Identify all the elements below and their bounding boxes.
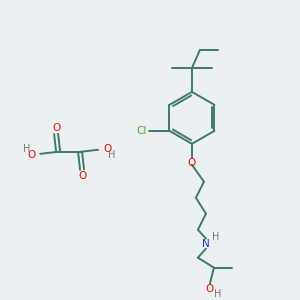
Text: H: H	[108, 150, 116, 160]
Text: H: H	[214, 289, 222, 298]
Text: O: O	[188, 158, 196, 168]
Text: O: O	[78, 171, 86, 181]
Text: O: O	[103, 144, 111, 154]
Text: O: O	[52, 123, 60, 133]
Text: O: O	[27, 150, 35, 160]
Text: H: H	[23, 144, 30, 154]
Text: H: H	[212, 232, 220, 242]
Text: Cl: Cl	[136, 126, 147, 136]
Text: N: N	[202, 239, 210, 249]
Text: O: O	[206, 284, 214, 294]
